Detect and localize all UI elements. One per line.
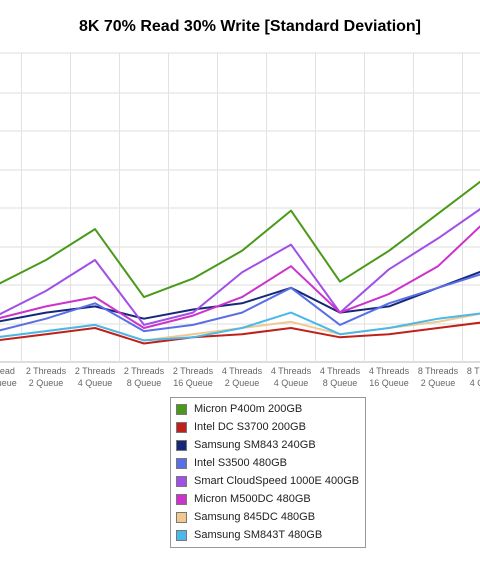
- grid: [0, 52, 480, 363]
- x-tick-label: 2 Threads 16 Queue: [173, 366, 214, 388]
- legend: Micron P400m 200GB Intel DC S3700 200GB Sa…: [170, 397, 366, 548]
- legend-label: Samsung SM843 240GB: [194, 439, 316, 451]
- legend-label: Samsung 845DC 480GB: [194, 511, 316, 523]
- legend-label: Smart CloudSpeed 1000E 400GB: [194, 475, 360, 487]
- series-line-6: [0, 225, 480, 329]
- legend-label: Micron P400m 200GB: [194, 403, 303, 415]
- legend-swatch: [176, 493, 187, 505]
- legend-swatch: [176, 529, 187, 541]
- x-tick-label: 4 Threads 2 Queue: [222, 366, 263, 388]
- legend-swatch: [176, 403, 187, 415]
- x-tick-label: 4 Threads 4 Queue: [271, 366, 312, 388]
- legend-label: Samsung SM843T 480GB: [194, 529, 323, 541]
- legend-swatch: [176, 439, 187, 451]
- legend-item: Intel DC S3700 200GB: [171, 418, 365, 436]
- legend-swatch: [176, 475, 187, 487]
- legend-swatch: [176, 421, 187, 433]
- series-line-2: [0, 321, 480, 345]
- series-line-4: [0, 273, 480, 333]
- x-tick-label: 4 Threads 8 Queue: [320, 366, 361, 388]
- x-tick-label: 4 Threads 16 Queue: [369, 366, 410, 388]
- series-line-7: [0, 312, 480, 342]
- legend-item: Smart CloudSpeed 1000E 400GB: [171, 472, 365, 490]
- legend-item: Micron P400m 200GB: [171, 400, 365, 418]
- legend-swatch: [176, 457, 187, 469]
- legend-label: Intel S3500 480GB: [194, 457, 287, 469]
- legend-item: Micron M500DC 480GB: [171, 490, 365, 508]
- legend-item: Intel S3500 480GB: [171, 454, 365, 472]
- x-tick-label: 2 Threads 4 Queue: [75, 366, 116, 388]
- x-tick-label: 2 Threads 2 Queue: [26, 366, 67, 388]
- legend-label: Intel DC S3700 200GB: [194, 421, 306, 433]
- legend-swatch: [176, 511, 187, 523]
- chart-title: 8K 70% Read 30% Write [Standard Deviatio…: [78, 18, 422, 35]
- series-layer: [0, 180, 480, 345]
- x-tick-label: 2 Threads 8 Queue: [124, 366, 165, 388]
- legend-label: Micron M500DC 480GB: [194, 493, 311, 505]
- x-tick-label: 1 Thread16 Queue: [0, 366, 17, 388]
- legend-item: Samsung SM843T 480GB: [171, 526, 365, 544]
- x-tick-label: 8 Threads 2 Queue: [418, 366, 459, 388]
- series-line-8: [0, 311, 480, 342]
- series-line-5: [0, 208, 480, 326]
- series-line-1: [0, 180, 480, 299]
- legend-item: Samsung 845DC 480GB: [171, 508, 365, 526]
- legend-item: Samsung SM843 240GB: [171, 436, 365, 454]
